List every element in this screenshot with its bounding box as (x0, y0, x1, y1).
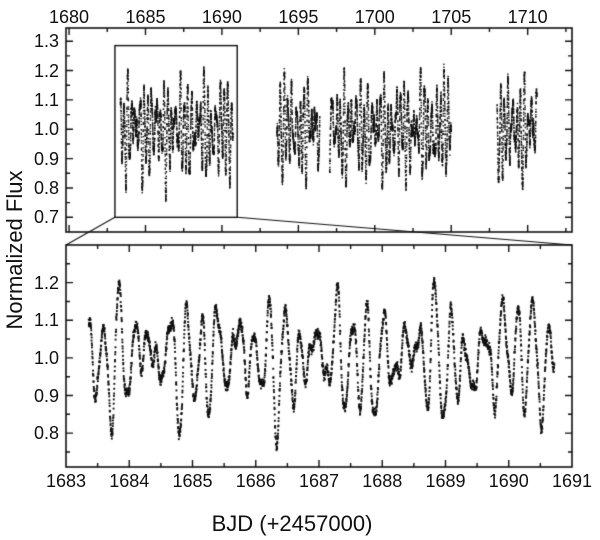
top-axis-tick-label: 1685 (125, 7, 166, 27)
lower-left-axis-tick-label: 0.8 (33, 423, 59, 444)
top-axis-tick-label: 1695 (278, 7, 319, 27)
lower-left-axis-tick-label: 1.0 (33, 347, 59, 368)
bottom-axis-tick-label: 1689 (425, 471, 466, 491)
top-axis-tick-label: 1710 (507, 7, 548, 27)
top-axis-tick-label: 1705 (431, 7, 472, 27)
bottom-axis-tick-label: 1690 (488, 471, 529, 491)
lower-left-axis-tick-label: 0.9 (33, 385, 59, 406)
x-axis-title: BJD (+2457000) (211, 511, 373, 536)
upper-left-axis-tick-label: 1.2 (33, 60, 59, 81)
upper-left-axis-tick-label: 1.1 (33, 89, 59, 110)
bottom-axis-tick-label: 1688 (362, 471, 403, 491)
bottom-axis-tick-label: 1683 (45, 471, 87, 491)
upper-left-axis-tick-label: 0.7 (33, 207, 59, 228)
bottom-axis-tick-label: 1685 (172, 471, 213, 491)
upper-left-axis-tick-label: 1.0 (33, 119, 59, 140)
lower-left-axis-tick-label: 1.1 (33, 310, 59, 331)
y-axis-title: Normalized Flux (2, 170, 27, 330)
top-axis-tick-label: 1690 (201, 7, 242, 27)
bottom-axis-tick-label: 1686 (235, 471, 276, 491)
top-axis-tick-label: 1700 (354, 7, 395, 27)
top-axis-tick-label: 1680 (49, 7, 90, 27)
lower-left-axis-tick-label: 1.2 (33, 272, 59, 293)
upper-left-axis-tick-label: 0.9 (33, 148, 59, 169)
bottom-axis-tick-label: 1684 (109, 471, 150, 491)
bottom-axis-tick-label: 1691 (551, 471, 593, 491)
upper-left-axis-tick-label: 0.8 (33, 177, 59, 198)
upper-left-axis-tick-label: 1.3 (33, 31, 59, 52)
bottom-axis-tick-label: 1687 (298, 471, 340, 491)
